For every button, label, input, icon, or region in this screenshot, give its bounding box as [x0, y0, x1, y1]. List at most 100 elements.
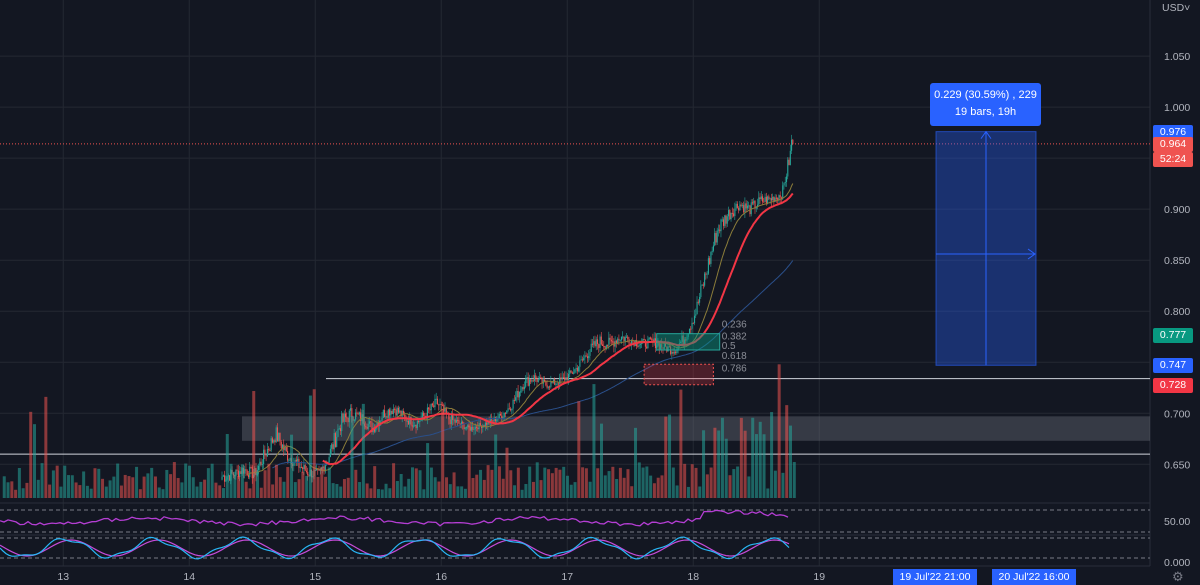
volume-bar	[785, 405, 789, 498]
volume-bar	[256, 471, 260, 498]
candle-body	[356, 412, 358, 414]
candle-body	[342, 413, 344, 422]
candle-body	[729, 210, 731, 220]
candle-body	[295, 459, 297, 462]
candle-body	[623, 336, 625, 342]
volume-bar	[252, 391, 256, 498]
candle-body	[668, 346, 670, 348]
volume-bar	[675, 485, 679, 498]
candle-body	[259, 461, 261, 466]
candle-body	[351, 408, 353, 417]
volume-bar	[142, 476, 146, 498]
candle-body	[705, 273, 707, 275]
volume-bar	[89, 488, 93, 498]
candle-body	[360, 412, 362, 422]
volume-bar	[267, 463, 271, 498]
candle-body	[400, 410, 402, 417]
candle-body	[692, 322, 694, 324]
volume-bar	[452, 472, 456, 498]
candle-body	[468, 424, 470, 428]
volume-bar	[135, 466, 139, 498]
y-tick-label: 1.050	[1164, 51, 1190, 63]
candle-body	[570, 370, 572, 373]
volume-bar	[40, 463, 44, 498]
candle-body	[300, 467, 302, 469]
candle-body	[279, 432, 281, 442]
candle-body	[564, 377, 566, 381]
candle-body	[444, 407, 446, 412]
candle-body	[449, 419, 451, 425]
candle-body	[421, 412, 423, 419]
x-tick-label: 19	[813, 571, 825, 583]
volume-bar	[297, 479, 301, 498]
candle-body	[406, 420, 408, 422]
candle-body	[580, 359, 582, 361]
volume-bar	[728, 475, 732, 498]
candle-body	[250, 466, 252, 468]
candle-body	[661, 344, 663, 348]
volume-bar	[222, 488, 225, 498]
volume-bar	[361, 403, 365, 498]
candle-body	[458, 420, 460, 424]
candle-body	[574, 369, 576, 373]
candle-body	[707, 258, 709, 274]
candle-body	[389, 409, 391, 416]
volume-bar	[501, 478, 505, 498]
candle-body	[258, 465, 260, 470]
candle-body	[638, 344, 640, 347]
candle-body	[607, 345, 609, 347]
candle-body	[431, 403, 434, 406]
candle-body	[419, 421, 421, 423]
candle-body	[562, 377, 565, 379]
candle-body	[392, 408, 394, 414]
candle-body	[551, 381, 553, 383]
price-tag: 0.976	[1153, 124, 1193, 140]
candle-body	[654, 338, 657, 349]
volume-bar	[482, 479, 486, 498]
candle-body	[571, 372, 573, 374]
candle-body	[784, 182, 786, 184]
candle-body	[702, 284, 704, 286]
volume-bar	[569, 484, 573, 498]
volume-bar	[14, 489, 18, 498]
candle-body	[590, 343, 592, 352]
volume-bar	[456, 486, 460, 498]
gear-icon[interactable]: ⚙	[1172, 569, 1184, 584]
volume-bar	[108, 480, 112, 498]
y-tick-label: 1.000	[1164, 102, 1190, 114]
candle-body	[599, 336, 601, 348]
currency-selector[interactable]: USD˅	[1162, 2, 1191, 14]
candle-body	[397, 407, 399, 413]
candle-body	[791, 139, 793, 151]
volume-bar	[660, 475, 664, 498]
candle-body	[270, 438, 272, 451]
candle-body	[559, 377, 561, 385]
y-tick-label: 0.900	[1164, 204, 1190, 216]
candle-body	[323, 466, 325, 472]
candle-body	[602, 344, 604, 346]
candle-body	[453, 419, 455, 421]
volume-bar	[218, 485, 222, 498]
candle-body	[459, 423, 461, 425]
candle-body	[712, 245, 714, 251]
candle-body	[688, 328, 691, 334]
candle-body	[370, 421, 372, 423]
candle-body	[763, 201, 765, 203]
candle-body	[743, 205, 745, 213]
candle-body	[735, 203, 737, 209]
candle-body	[357, 413, 359, 415]
candle-body	[792, 139, 794, 144]
volume-bar	[645, 466, 649, 498]
price-tag: 0.777	[1153, 327, 1193, 343]
candle-body	[639, 343, 641, 345]
candle-body	[474, 426, 476, 430]
candle-body	[307, 471, 309, 475]
candle-body	[560, 377, 562, 380]
volume-bar	[93, 468, 97, 498]
candle-body	[561, 377, 563, 380]
candle-body	[413, 425, 415, 427]
volume-bar	[271, 484, 275, 498]
candle-body	[477, 427, 479, 430]
candle-body	[463, 423, 465, 430]
